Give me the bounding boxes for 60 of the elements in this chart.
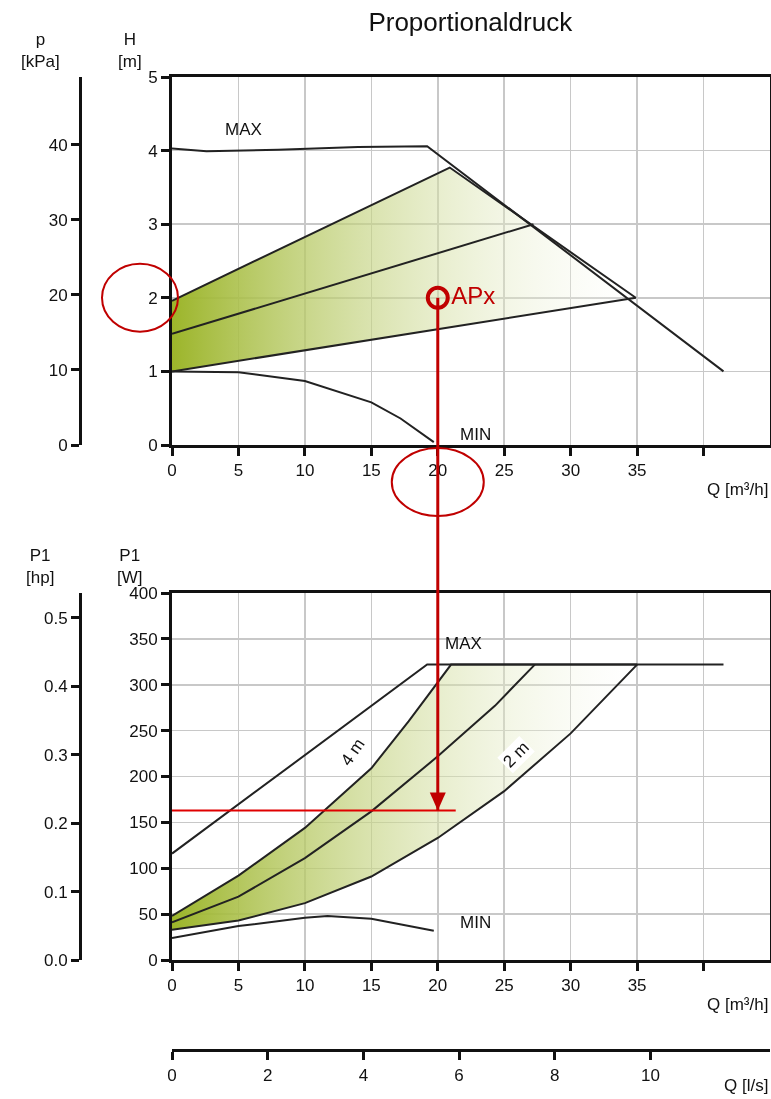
y2-tick-label: 0.2 [43, 814, 68, 834]
y2-tick-label: 0.3 [43, 745, 68, 765]
x2-tick-label: 6 [454, 1065, 464, 1085]
annotation: 4 m [336, 735, 369, 770]
y-tick-label: 0 [148, 950, 158, 970]
x2-axis-title: Q [l/s] [724, 1076, 769, 1095]
y-tick-label: 5 [148, 67, 158, 87]
y-tick-label: 200 [129, 767, 158, 787]
y-tick-label: 1 [148, 362, 158, 382]
x-tick-label: 0 [167, 976, 177, 996]
y2-tick-label: 30 [48, 210, 68, 230]
y2-tick-label: 0.1 [43, 882, 68, 902]
x-tick-label: 15 [361, 461, 381, 481]
y-tick-label: 150 [129, 813, 158, 833]
x-tick-label: 25 [494, 461, 514, 481]
y-tick-label: 100 [129, 859, 158, 879]
y2-axis-title: P1 [hp] [26, 546, 55, 588]
x-tick-label: 20 [428, 976, 448, 996]
x-tick-label: 15 [361, 976, 381, 996]
x-tick-label: 0 [167, 461, 177, 481]
x-tick-label: 5 [233, 461, 244, 481]
x2-tick-label: 8 [549, 1065, 560, 1085]
x2-tick-label: 2 [262, 1065, 273, 1085]
annotation: MIN [460, 913, 492, 932]
x-tick-label: 25 [494, 976, 514, 996]
x2-tick-label: 0 [167, 1065, 177, 1085]
y2-axis-title: p [kPa] [21, 30, 60, 72]
chart-title: Proportionaldruck [368, 7, 574, 38]
y2-tick-label: 0.5 [43, 608, 68, 628]
y2-tick-label: 40 [48, 135, 68, 155]
y2-tick-label: 0.0 [43, 950, 68, 970]
x-axis-title: Q [m³/h] [707, 480, 769, 499]
y-tick-label: 250 [129, 721, 158, 741]
y-tick-label: 2 [148, 288, 158, 308]
x-tick-label: 30 [561, 461, 581, 481]
y-tick-label: 4 [148, 141, 158, 161]
y-tick-label: 50 [138, 905, 158, 925]
x-tick-label: 10 [295, 461, 315, 481]
x-axis-title: Q [m³/h] [707, 995, 769, 1014]
y-tick-label: 3 [148, 215, 158, 235]
series-label: APx [451, 281, 496, 309]
x-tick-label: 30 [561, 976, 581, 996]
y-axis-title: H [m] [118, 30, 142, 72]
x-tick-label: 10 [295, 976, 315, 996]
annotation: MAX [225, 120, 262, 139]
x-tick-label: 5 [233, 976, 244, 996]
y2-tick-label: 20 [48, 285, 68, 305]
y2-tick-label: 0.4 [43, 677, 68, 697]
x-tick-label: 35 [627, 461, 647, 481]
annotation: MIN [460, 425, 492, 444]
y2-tick-label: 0 [58, 435, 68, 455]
x-tick-label: 35 [627, 976, 647, 996]
y-tick-label: 350 [129, 629, 158, 649]
y-tick-label: 0 [148, 435, 158, 455]
x2-tick-label: 4 [358, 1065, 369, 1085]
annotation: MAX [445, 634, 482, 653]
y-tick-label: 300 [129, 675, 158, 695]
annotation: 2 m [499, 737, 533, 772]
x2-tick-label: 10 [640, 1065, 660, 1085]
y2-tick-label: 10 [48, 360, 68, 380]
